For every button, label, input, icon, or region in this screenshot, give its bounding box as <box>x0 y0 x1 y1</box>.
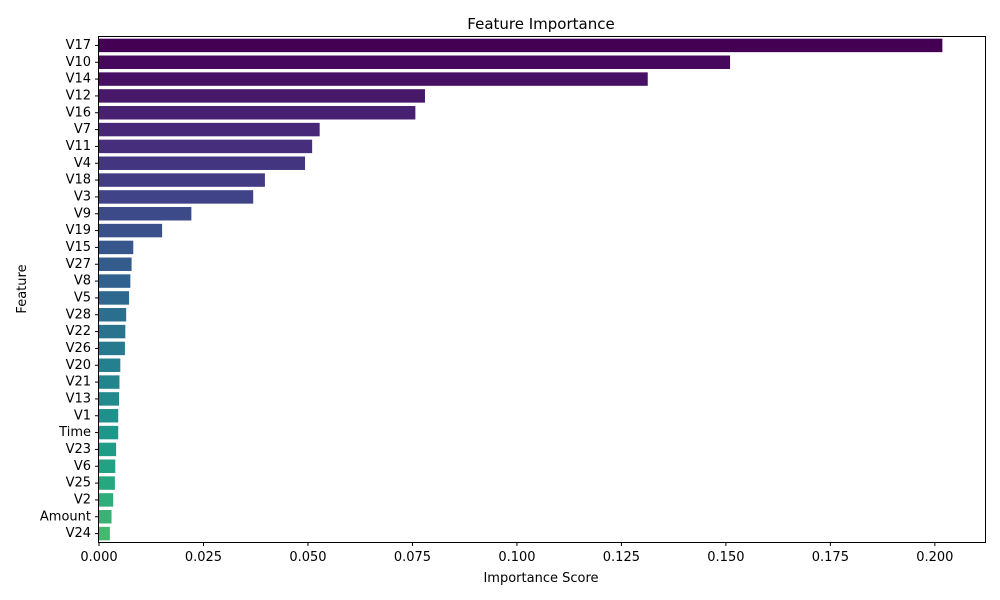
y-tick-label: Amount <box>40 509 91 524</box>
x-axis-ticks: 0.000 0.025 0.050 0.075 0.100 0.125 0.150 0.175… <box>80 542 953 565</box>
bar-v5 <box>99 291 130 305</box>
chart-title: Feature Importance <box>467 15 614 33</box>
bar-v4 <box>99 156 306 170</box>
y-tick-label: V5 <box>74 290 91 305</box>
y-tick-label: V17 <box>66 38 91 53</box>
x-tick-label: 0.150 <box>707 550 744 565</box>
bar-v8 <box>99 274 131 288</box>
bar-v16 <box>99 106 416 120</box>
x-tick-label: 0.125 <box>603 550 640 565</box>
x-tick-label: 0.000 <box>80 550 117 565</box>
y-tick-label: Time <box>58 425 91 440</box>
plot-frame <box>98 36 986 543</box>
bars-group <box>99 38 943 541</box>
y-tick-label: V4 <box>74 156 91 171</box>
bar-v6 <box>99 459 116 473</box>
y-tick-label: V2 <box>74 492 91 507</box>
y-tick-label: V24 <box>66 526 91 541</box>
bar-v7 <box>99 122 320 137</box>
bar-v22 <box>99 324 126 339</box>
y-axis-label: Feature <box>15 264 30 313</box>
y-tick-label: V26 <box>66 341 91 356</box>
y-tick-label: V27 <box>66 257 91 272</box>
bar-v19 <box>99 223 163 238</box>
bar-v26 <box>99 341 125 356</box>
bar-v15 <box>99 240 134 255</box>
y-tick-label: V8 <box>74 274 91 289</box>
bar-v18 <box>99 173 265 187</box>
x-tick-label: 0.175 <box>812 550 849 565</box>
bar-v2 <box>99 493 114 507</box>
y-tick-label: V7 <box>74 122 91 137</box>
bar-v3 <box>99 190 254 204</box>
bar-v23 <box>99 442 117 457</box>
y-tick-label: V16 <box>66 105 91 120</box>
x-axis-label: Importance Score <box>483 571 598 586</box>
bar-v25 <box>99 476 115 490</box>
y-tick-label: V3 <box>74 189 91 204</box>
y-tick-label: V9 <box>74 206 91 221</box>
x-tick-label: 0.025 <box>185 550 222 565</box>
y-tick-label: V15 <box>66 240 91 255</box>
bar-v20 <box>99 358 121 372</box>
bar-v10 <box>99 55 731 69</box>
y-tick-label: V1 <box>74 408 91 423</box>
y-tick-label: V10 <box>66 55 91 70</box>
bar-v27 <box>99 257 132 271</box>
y-tick-label: V6 <box>74 459 91 474</box>
x-tick-label: 0.100 <box>498 550 535 565</box>
bar-v9 <box>99 207 192 221</box>
x-tick-label: 0.200 <box>916 550 953 565</box>
y-tick-label: V28 <box>66 307 91 322</box>
y-tick-label: V23 <box>66 442 91 457</box>
y-tick-label: V20 <box>66 358 91 373</box>
bar-v17 <box>99 38 943 53</box>
x-tick-label: 0.050 <box>289 550 326 565</box>
y-tick-label: V18 <box>66 173 91 188</box>
x-tick-label: 0.075 <box>394 550 431 565</box>
bar-time <box>99 425 119 440</box>
y-tick-label: V11 <box>66 139 91 154</box>
bar-v1 <box>99 409 119 423</box>
bar-v12 <box>99 89 425 103</box>
y-tick-label: V14 <box>66 72 91 87</box>
y-tick-label: V22 <box>66 324 91 339</box>
y-tick-label: V12 <box>66 88 91 103</box>
bar-v13 <box>99 392 120 406</box>
y-tick-label: V19 <box>66 223 91 238</box>
bar-v24 <box>99 526 110 541</box>
bar-v28 <box>99 308 127 322</box>
y-tick-label: V13 <box>66 391 91 406</box>
bar-v14 <box>99 72 648 86</box>
bar-v11 <box>99 139 313 154</box>
bar-amount <box>99 510 112 524</box>
bar-v21 <box>99 375 120 389</box>
y-tick-label: V25 <box>66 476 91 491</box>
y-tick-label: V21 <box>66 375 91 390</box>
